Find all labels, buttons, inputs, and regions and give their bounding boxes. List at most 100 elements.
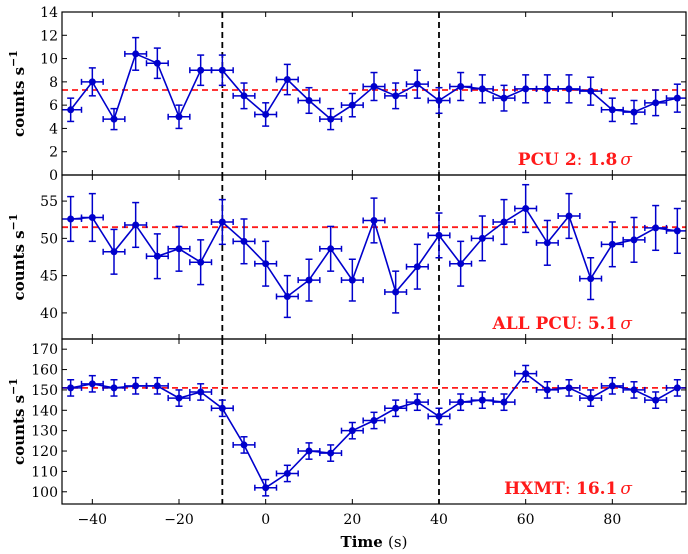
data-point — [652, 99, 660, 107]
y-axis-title: counts s−1 — [7, 378, 28, 465]
data-point — [218, 66, 226, 74]
data-point — [587, 87, 595, 95]
data-point — [413, 80, 421, 88]
plot-area — [62, 339, 686, 504]
x-tick-label: 80 — [603, 512, 621, 528]
data-point — [305, 276, 313, 284]
data-point — [522, 85, 530, 93]
y-tick-label: 100 — [31, 485, 58, 501]
data-point — [240, 441, 248, 449]
y-tick-label: 2 — [49, 145, 58, 161]
x-tick-label: 0 — [261, 512, 270, 528]
data-point — [587, 275, 595, 283]
data-point — [370, 416, 378, 424]
data-point — [435, 412, 443, 420]
y-tick-label: 160 — [31, 363, 58, 379]
data-point — [370, 83, 378, 91]
data-point — [565, 85, 573, 93]
y-tick-label: 14 — [40, 5, 58, 21]
data-point — [88, 213, 96, 221]
data-point — [67, 384, 75, 392]
x-tick-label: 60 — [517, 512, 535, 528]
y-tick-label: 170 — [31, 342, 58, 358]
plot-area — [62, 12, 686, 175]
data-point — [197, 66, 205, 74]
data-point — [500, 94, 508, 102]
data-point — [110, 115, 118, 123]
data-point — [500, 218, 508, 226]
data-point — [630, 386, 638, 394]
data-point — [392, 404, 400, 412]
data-point — [413, 398, 421, 406]
x-tick-label: 20 — [343, 512, 361, 528]
data-point — [608, 240, 616, 248]
data-point — [110, 248, 118, 256]
data-point — [522, 205, 530, 213]
data-point — [435, 96, 443, 104]
data-point — [500, 398, 508, 406]
x-tick-label: −20 — [164, 512, 194, 528]
data-point — [587, 394, 595, 402]
data-point — [392, 92, 400, 100]
data-point — [153, 252, 161, 260]
y-tick-label: 8 — [49, 75, 58, 91]
data-point — [478, 396, 486, 404]
y-tick-label: 6 — [49, 98, 58, 114]
data-point — [457, 260, 465, 268]
data-point — [327, 115, 335, 123]
y-axis-title: counts s−1 — [7, 214, 28, 301]
data-point — [478, 85, 486, 93]
data-point — [240, 237, 248, 245]
panel-3: 100 110 120 130 140 150 160 170 counts s−1 HXMT: … — [7, 338, 687, 505]
data-point — [435, 231, 443, 239]
data-point — [543, 239, 551, 247]
data-point — [305, 447, 313, 455]
data-point — [305, 96, 313, 104]
data-point — [673, 94, 681, 102]
data-point — [283, 76, 291, 84]
data-point — [327, 245, 335, 253]
data-point — [110, 384, 118, 392]
data-point — [348, 101, 356, 109]
y-tick-label: 40 — [40, 306, 58, 322]
data-point — [565, 212, 573, 220]
panel-1: 0 2 4 6 8 10 12 14 counts s−1 PCU 2: 1.8 σ — [7, 5, 687, 184]
y-tick-label: 150 — [31, 383, 58, 399]
data-point — [673, 227, 681, 235]
data-point — [413, 263, 421, 271]
x-tick-label: −40 — [78, 512, 108, 528]
data-point — [262, 110, 270, 118]
data-point — [197, 258, 205, 266]
data-point — [88, 78, 96, 86]
y-tick-label: 50 — [40, 231, 58, 247]
panel-2: 40 45 50 55 counts s−1 ALL PCU: 5.1 σ — [7, 174, 687, 340]
data-point — [327, 449, 335, 457]
data-point — [132, 221, 140, 229]
data-point — [153, 382, 161, 390]
y-tick-label: 0 — [49, 168, 58, 184]
data-point — [478, 234, 486, 242]
data-point — [457, 398, 465, 406]
data-point — [652, 396, 660, 404]
significance-label: HXMT: 16.1 σ — [504, 479, 632, 499]
y-tick-label: 45 — [40, 269, 58, 285]
y-tick-label: 130 — [31, 424, 58, 440]
y-tick-label: 120 — [31, 444, 58, 460]
data-point — [565, 384, 573, 392]
y-axis-title: counts s−1 — [7, 50, 28, 137]
data-point — [175, 113, 183, 121]
y-tick-label: 110 — [31, 464, 58, 480]
data-point — [132, 382, 140, 390]
data-point — [218, 218, 226, 226]
data-point — [283, 293, 291, 301]
data-point — [240, 92, 248, 100]
y-tick-label: 12 — [40, 28, 58, 44]
data-point — [652, 224, 660, 232]
y-tick-label: 4 — [49, 121, 58, 137]
data-point — [175, 394, 183, 402]
data-point — [543, 85, 551, 93]
data-point — [132, 50, 140, 58]
data-point — [608, 382, 616, 390]
data-point — [218, 404, 226, 412]
